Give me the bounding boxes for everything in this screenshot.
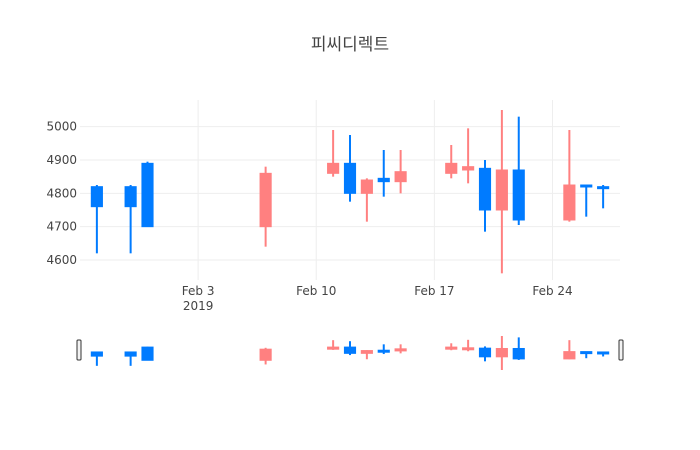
candle-body bbox=[327, 346, 340, 350]
y-tick-label: 5000 bbox=[46, 120, 77, 134]
range-slider-left-handle[interactable] bbox=[76, 339, 82, 361]
candle-body bbox=[495, 347, 508, 358]
candle-body bbox=[377, 349, 390, 353]
candle-body bbox=[124, 351, 137, 357]
candle-body bbox=[327, 162, 340, 174]
candle-body bbox=[377, 177, 390, 183]
candle-body bbox=[394, 348, 407, 352]
y-tick-label: 4700 bbox=[46, 220, 77, 234]
decreasing-candle bbox=[495, 110, 508, 274]
candle-body bbox=[495, 169, 508, 211]
decreasing-candle bbox=[259, 166, 272, 247]
increasing-candle bbox=[90, 185, 103, 254]
decreasing-candle-mini bbox=[563, 340, 576, 360]
x-tick-label: Feb 10 bbox=[296, 284, 336, 298]
increasing-candle bbox=[343, 135, 357, 202]
decreasing-candle bbox=[462, 128, 475, 184]
increasing-candle-mini bbox=[141, 346, 154, 361]
increasing-candle-mini bbox=[580, 351, 593, 359]
candle-body bbox=[580, 351, 593, 355]
increasing-candle bbox=[478, 160, 492, 232]
candle-body bbox=[259, 348, 272, 361]
increasing-candle-mini bbox=[597, 351, 610, 357]
x-tick-label: Feb 24 bbox=[532, 284, 572, 298]
candle-body bbox=[445, 162, 458, 174]
candle-body bbox=[124, 186, 137, 208]
increasing-candle-mini bbox=[343, 341, 357, 356]
y-axis: 4600 4700 4800 4900 5000 bbox=[46, 120, 77, 267]
range-slider[interactable] bbox=[76, 336, 624, 370]
increasing-candle bbox=[512, 116, 525, 225]
x-tick-year-label: 2019 bbox=[183, 299, 214, 313]
candle-body bbox=[512, 169, 525, 221]
y-tick-label: 4900 bbox=[46, 153, 77, 167]
increasing-candle bbox=[580, 184, 593, 217]
candle-body bbox=[512, 347, 525, 360]
increasing-candle bbox=[377, 150, 390, 197]
chart-title: 피씨디렉트 bbox=[310, 35, 390, 55]
decreasing-candle-mini bbox=[462, 339, 475, 352]
candle-body bbox=[478, 347, 492, 358]
candles bbox=[90, 110, 610, 274]
candle-body bbox=[394, 171, 407, 183]
candle-body bbox=[90, 351, 103, 357]
candle-body bbox=[360, 350, 373, 354]
candle-body bbox=[563, 184, 576, 221]
decreasing-candle-mini bbox=[445, 343, 458, 351]
decreasing-candle bbox=[394, 150, 407, 194]
x-tick-label: Feb 17 bbox=[414, 284, 454, 298]
candle-body bbox=[597, 351, 610, 355]
range-slider-right-handle[interactable] bbox=[618, 339, 624, 361]
decreasing-candle bbox=[327, 130, 340, 177]
candle-body bbox=[343, 162, 357, 194]
increasing-candle-mini bbox=[512, 337, 525, 360]
candle-body bbox=[462, 347, 475, 351]
x-tick-label: Feb 3 bbox=[182, 284, 215, 298]
decreasing-candle-mini bbox=[360, 350, 373, 360]
candle-body bbox=[445, 346, 458, 350]
increasing-candle-mini bbox=[377, 344, 390, 355]
y-tick-label: 4800 bbox=[46, 186, 77, 200]
decreasing-candle-mini bbox=[394, 344, 407, 354]
y-tick-label: 4600 bbox=[46, 253, 77, 267]
increasing-candle-mini bbox=[90, 351, 103, 366]
candle-body bbox=[580, 184, 593, 188]
candle-body bbox=[90, 186, 103, 208]
increasing-candle bbox=[141, 161, 154, 228]
candle-body bbox=[478, 167, 492, 211]
increasing-candle-mini bbox=[124, 351, 137, 366]
decreasing-candle-mini bbox=[259, 347, 272, 365]
increasing-candle-mini bbox=[478, 346, 492, 362]
candle-body bbox=[259, 172, 272, 228]
increasing-candle bbox=[124, 185, 137, 254]
increasing-candle bbox=[597, 185, 610, 209]
candle-body bbox=[597, 186, 610, 190]
decreasing-candle bbox=[360, 178, 373, 222]
candle-body bbox=[563, 351, 576, 360]
decreasing-candle-mini bbox=[327, 340, 340, 350]
candle-body bbox=[462, 166, 475, 171]
candle-body bbox=[343, 346, 357, 354]
decreasing-candle-mini bbox=[495, 336, 508, 370]
decreasing-candle bbox=[445, 145, 458, 179]
candle-body bbox=[141, 346, 154, 361]
candle-body bbox=[360, 179, 373, 194]
decreasing-candle bbox=[563, 130, 576, 222]
candle-body bbox=[141, 162, 154, 228]
